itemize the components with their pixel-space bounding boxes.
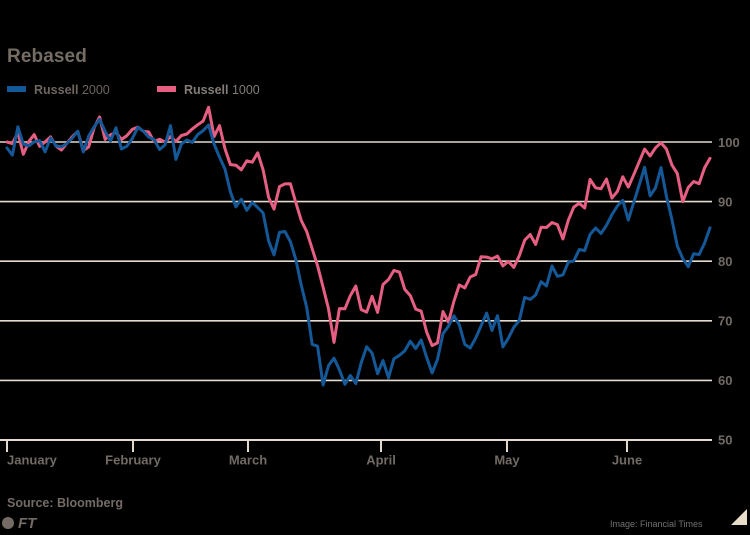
svg-text:March: March	[229, 453, 267, 468]
svg-text:January: January	[7, 453, 58, 468]
svg-text:60: 60	[718, 373, 732, 388]
svg-text:50: 50	[718, 433, 732, 448]
svg-text:90: 90	[718, 195, 732, 210]
svg-text:100: 100	[718, 135, 740, 150]
svg-text:80: 80	[718, 254, 732, 269]
svg-text:May: May	[494, 453, 520, 468]
svg-text:April: April	[366, 453, 396, 468]
svg-text:70: 70	[718, 314, 732, 329]
svg-text:February: February	[105, 453, 161, 468]
svg-text:June: June	[612, 453, 642, 468]
